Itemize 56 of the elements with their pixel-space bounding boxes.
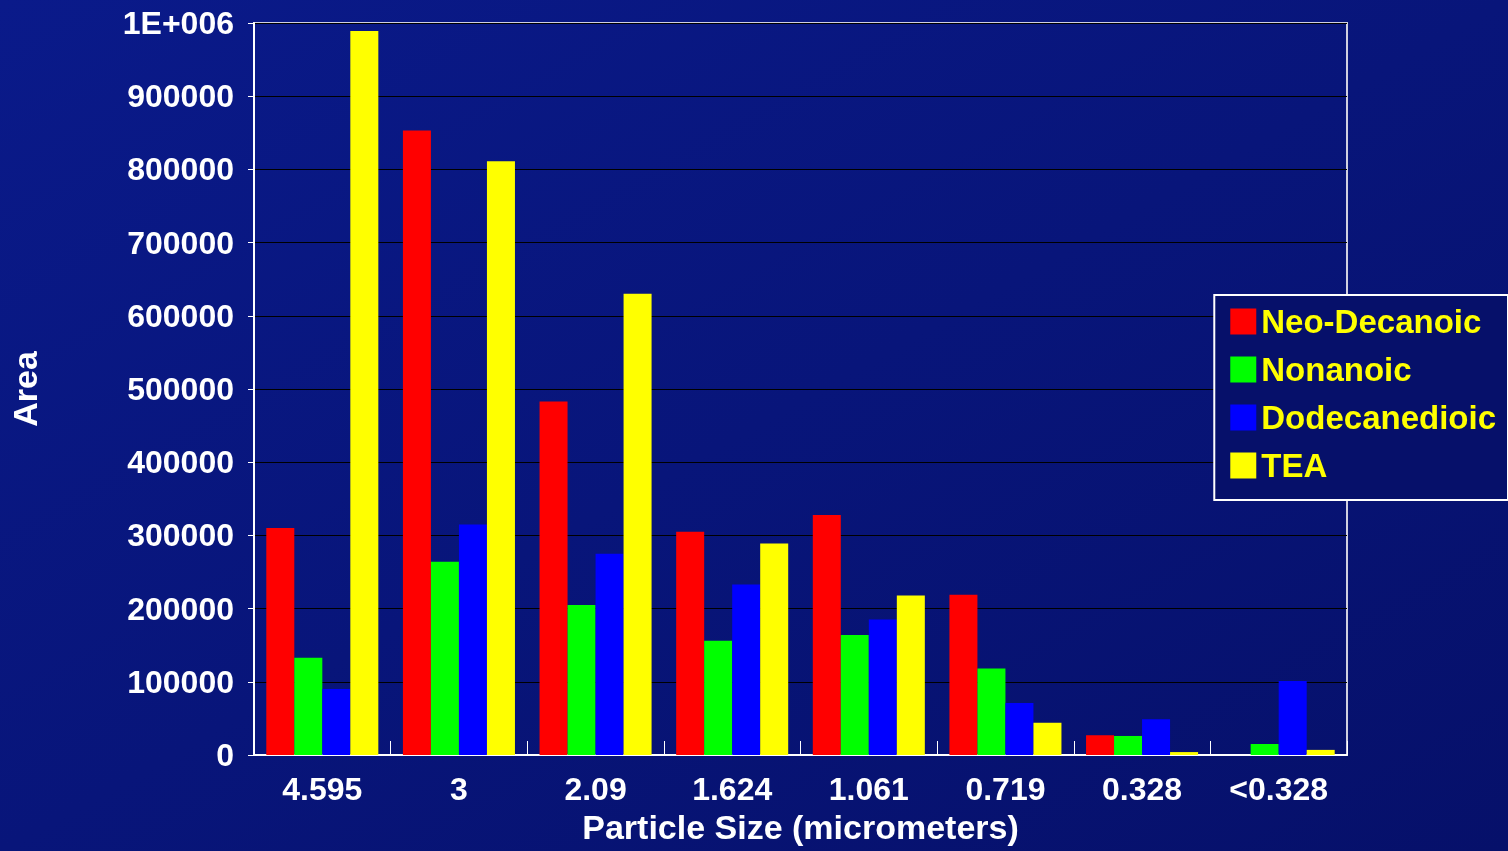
y-tick-label: 1E+006 [122, 5, 234, 41]
bar [350, 31, 379, 755]
y-tick-label: 300000 [127, 517, 234, 554]
y-tick-label: 200000 [127, 590, 234, 627]
legend-label: Nonanoic [1261, 351, 1412, 388]
bar [1278, 681, 1307, 755]
bar [1033, 722, 1062, 755]
bar [704, 640, 733, 755]
y-tick-label: 600000 [127, 297, 234, 334]
x-tick-label: 0.719 [965, 771, 1046, 807]
bar [896, 595, 925, 755]
y-axis-title: Area [6, 350, 44, 427]
bar [402, 130, 431, 755]
x-tick-label: 4.595 [282, 771, 363, 807]
y-tick-label: 700000 [127, 224, 234, 261]
legend-label: Dodecanedioic [1261, 399, 1497, 436]
bar [294, 657, 323, 755]
bar [1250, 744, 1279, 755]
y-tick-label: 800000 [127, 151, 234, 188]
bar [812, 514, 841, 755]
bar [595, 553, 624, 755]
bar [623, 293, 652, 755]
y-tick-label: 500000 [127, 371, 234, 407]
bar [1170, 752, 1199, 755]
bar [1086, 735, 1115, 755]
y-tick-label: 400000 [127, 444, 234, 481]
y-tick-label: 100000 [127, 663, 234, 700]
bar [732, 584, 761, 755]
bar [977, 668, 1006, 755]
bar [539, 401, 568, 755]
y-tick-label: 0 [216, 737, 234, 773]
bar [760, 543, 789, 755]
bar [1114, 735, 1143, 755]
bar [949, 594, 978, 755]
bar [1306, 749, 1335, 755]
bar [868, 619, 897, 755]
bar [458, 524, 487, 755]
bar [430, 561, 459, 755]
x-tick-label: 3 [450, 771, 468, 807]
x-tick-label: 0.328 [1102, 771, 1183, 807]
x-tick-label: 2.09 [564, 771, 627, 807]
legend-label: Neo-Decanoic [1261, 303, 1482, 340]
bar [486, 161, 515, 755]
x-tick-label: <0.328 [1229, 771, 1329, 807]
bar [567, 604, 596, 755]
x-tick-label: 1.624 [692, 771, 773, 807]
bar [676, 531, 705, 755]
legend-label: TEA [1261, 447, 1328, 484]
bar [266, 528, 295, 755]
bar [1005, 703, 1034, 755]
bar [840, 634, 869, 755]
bar [322, 689, 351, 755]
y-tick-label: 900000 [127, 78, 234, 115]
x-axis-title: Particle Size (micrometers) [582, 807, 1019, 846]
bar [1142, 719, 1171, 755]
x-tick-label: 1.061 [828, 771, 909, 807]
